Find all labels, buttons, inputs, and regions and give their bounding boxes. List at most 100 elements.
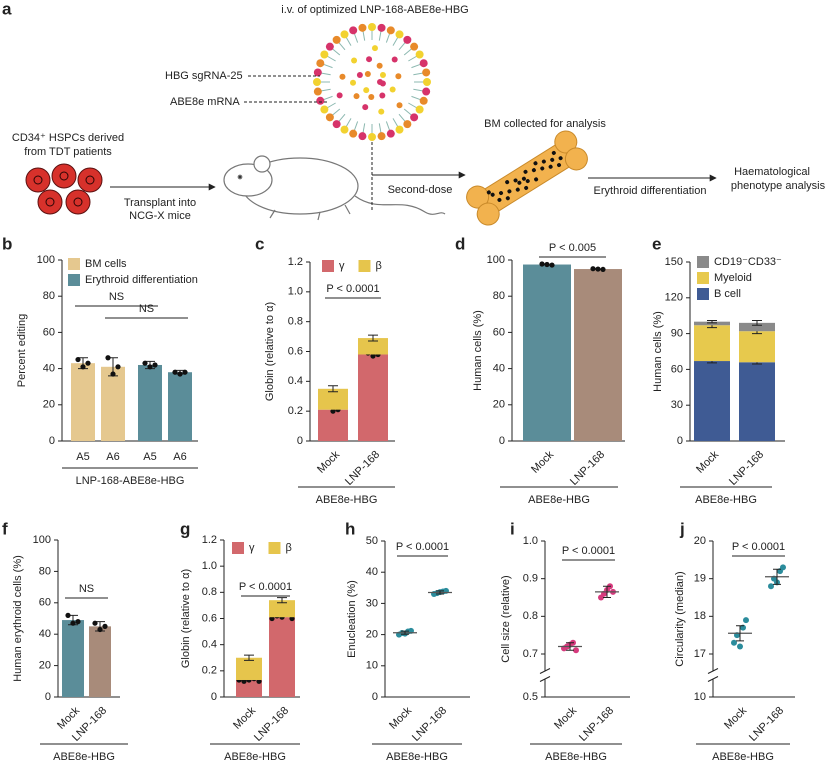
chart-panel: g 0 0.2 0.4 0.6 0.8 1.0 1.2 Globin (relative to … bbox=[180, 519, 300, 763]
y-tick-label: 1.0 bbox=[523, 535, 538, 547]
x-tick-label: A6 bbox=[106, 451, 119, 463]
legend-label: B cell bbox=[714, 288, 741, 300]
y-axis-label: Percent editing bbox=[16, 314, 28, 387]
y-tick-label: 60 bbox=[43, 326, 55, 338]
bar bbox=[62, 620, 84, 697]
legend-swatch bbox=[268, 542, 281, 554]
y-tick-label: 0 bbox=[49, 435, 55, 447]
bar-segment bbox=[269, 617, 295, 697]
y-tick-label: 0 bbox=[372, 691, 378, 703]
lipid-tail bbox=[385, 121, 391, 132]
lipid-head bbox=[395, 125, 404, 134]
x-axis-label: LNP-168-ABE8e-HBG bbox=[76, 475, 185, 487]
chart-panel: c 0 0.2 0.4 0.6 0.8 1.0 1.2 Globin (relative to … bbox=[255, 234, 395, 506]
lipid-tail bbox=[353, 32, 359, 43]
error-bar bbox=[368, 334, 378, 342]
marrow-dot bbox=[513, 178, 518, 183]
y-tick-label: 0.6 bbox=[288, 345, 303, 357]
bar bbox=[89, 626, 111, 697]
data-point bbox=[743, 617, 749, 624]
lipid-tail bbox=[392, 118, 399, 128]
data-point bbox=[544, 261, 550, 268]
legend-label: γ bbox=[339, 260, 345, 272]
data-point bbox=[737, 643, 743, 650]
lipid-tail bbox=[338, 113, 346, 123]
data-point bbox=[92, 620, 98, 626]
lipid-tail bbox=[338, 41, 346, 51]
legend-label: γ bbox=[249, 542, 255, 554]
lipid-tail bbox=[320, 88, 331, 92]
data-point bbox=[147, 364, 153, 370]
marrow-dot bbox=[524, 185, 529, 190]
marrow-dot bbox=[533, 161, 538, 166]
panel-letter: d bbox=[455, 234, 465, 253]
data-point bbox=[370, 353, 376, 359]
lipid-core bbox=[339, 73, 346, 80]
lipid-core bbox=[376, 62, 383, 69]
lipid-head bbox=[320, 50, 329, 59]
marrow-dot bbox=[521, 176, 526, 181]
lipid-core bbox=[353, 93, 360, 100]
y-tick-label: 0.2 bbox=[202, 665, 217, 677]
legend-swatch bbox=[697, 256, 709, 268]
error-bar bbox=[277, 597, 287, 604]
y-tick-label: 40 bbox=[39, 628, 51, 640]
lipid-tail bbox=[403, 48, 413, 56]
y-axis-label: Globin (relative to α) bbox=[180, 569, 192, 668]
y-tick-label: 20 bbox=[493, 399, 505, 411]
marrow-dot bbox=[499, 191, 504, 196]
error-bar bbox=[328, 385, 338, 393]
data-point bbox=[256, 678, 262, 684]
y-tick-label: 1.2 bbox=[288, 256, 303, 268]
data-point bbox=[65, 612, 71, 618]
lipid-head bbox=[320, 105, 329, 114]
y-tick-label: 0 bbox=[677, 435, 683, 447]
mrna-label: ABE8e mRNA bbox=[170, 96, 240, 108]
lipid-tail bbox=[411, 95, 422, 101]
bar-segment bbox=[269, 600, 295, 618]
lipid-head bbox=[332, 120, 341, 129]
marrow-dot bbox=[550, 157, 555, 162]
x-tick-label: A5 bbox=[143, 451, 156, 463]
sgrna-label: HBG sgRNA-25 bbox=[165, 70, 243, 82]
lipid-tail bbox=[411, 63, 422, 69]
y-tick-label: 20 bbox=[43, 399, 55, 411]
legend-swatch bbox=[697, 288, 709, 300]
y-tick-label: 17 bbox=[694, 648, 706, 660]
lipid-tail bbox=[362, 30, 366, 41]
y-tick-label: 0.8 bbox=[202, 586, 217, 598]
axis-break bbox=[707, 668, 719, 682]
lipid-tail bbox=[322, 95, 333, 101]
y-tick-label: 0 bbox=[297, 435, 303, 447]
data-point bbox=[768, 583, 774, 590]
y-tick-label: 1.0 bbox=[202, 560, 217, 572]
panel-letter: c bbox=[255, 234, 264, 253]
data-point bbox=[177, 371, 183, 377]
lipid-head bbox=[403, 35, 412, 44]
lipid-tail bbox=[345, 118, 352, 128]
x-tick-label: Mock bbox=[529, 448, 556, 475]
data-point bbox=[102, 623, 108, 629]
data-point bbox=[549, 262, 555, 268]
lipid-head bbox=[415, 105, 424, 114]
data-point bbox=[97, 626, 103, 633]
transplant-label: NCG-X mice bbox=[129, 210, 191, 222]
lipid-core bbox=[378, 108, 385, 115]
y-axis-label: Enucleation (%) bbox=[346, 580, 358, 658]
lipid-core bbox=[366, 56, 373, 63]
y-tick-label: 30 bbox=[366, 597, 378, 609]
panel-letter: j bbox=[679, 519, 685, 538]
lipid-core bbox=[391, 56, 398, 63]
transplant-label: Transplant into bbox=[124, 197, 196, 209]
lipid-core bbox=[395, 73, 402, 80]
error-bar bbox=[736, 625, 744, 642]
lipid-head bbox=[395, 30, 404, 39]
data-point bbox=[590, 266, 596, 272]
data-point bbox=[269, 615, 275, 622]
lipid-head bbox=[422, 68, 431, 77]
bar bbox=[523, 264, 571, 441]
lipid-tail bbox=[408, 55, 418, 62]
data-point bbox=[85, 360, 91, 366]
